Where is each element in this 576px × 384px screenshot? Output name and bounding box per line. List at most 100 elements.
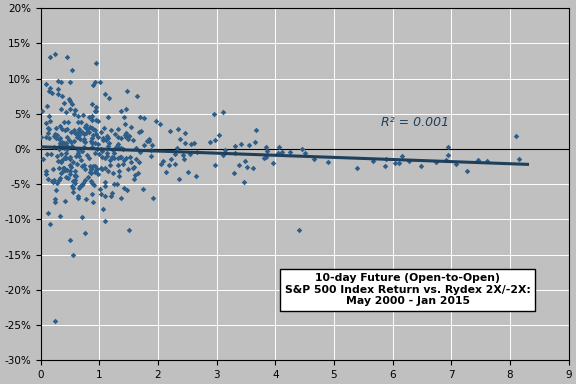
Point — [89, 132, 98, 139]
Point — [74, 152, 83, 159]
Point — [55, 175, 65, 182]
Point — [86, 114, 95, 120]
Point — [66, 162, 75, 169]
Point — [106, 162, 115, 168]
Point — [127, 159, 136, 165]
Point — [55, 142, 65, 149]
Point — [120, 132, 130, 138]
Point — [180, 130, 190, 136]
Point — [104, 140, 113, 146]
Point — [103, 150, 112, 156]
Point — [58, 139, 67, 145]
Point — [47, 151, 56, 157]
Point — [93, 141, 103, 147]
Point — [71, 153, 81, 159]
Point — [104, 94, 113, 101]
Point — [107, 127, 116, 133]
Point — [58, 157, 67, 163]
Point — [50, 131, 59, 137]
Point — [93, 171, 103, 177]
Point — [240, 158, 249, 164]
Point — [67, 183, 77, 189]
Point — [87, 125, 96, 131]
Point — [229, 170, 238, 176]
Point — [79, 131, 89, 137]
Point — [126, 154, 135, 160]
Point — [98, 135, 108, 141]
Point — [180, 140, 190, 146]
Point — [75, 183, 85, 189]
Point — [155, 121, 164, 127]
Point — [108, 147, 118, 153]
Point — [132, 93, 142, 99]
Point — [75, 129, 85, 135]
Point — [103, 132, 112, 139]
Point — [59, 100, 69, 106]
Point — [62, 143, 71, 149]
Point — [56, 159, 66, 165]
Point — [157, 161, 166, 167]
Point — [109, 150, 119, 156]
Point — [78, 148, 87, 154]
Point — [87, 140, 96, 146]
Point — [178, 152, 187, 158]
Point — [41, 168, 50, 174]
Point — [92, 116, 101, 122]
Point — [179, 156, 188, 162]
Point — [68, 142, 77, 149]
Point — [60, 167, 70, 174]
Point — [112, 180, 121, 187]
Point — [73, 195, 82, 201]
Point — [95, 186, 104, 192]
Point — [63, 175, 73, 181]
Point — [71, 173, 80, 179]
Point — [381, 156, 391, 162]
Point — [65, 106, 74, 112]
Point — [77, 129, 86, 135]
Point — [56, 79, 66, 85]
Point — [144, 136, 153, 142]
Point — [73, 131, 82, 137]
Point — [115, 145, 124, 151]
Point — [123, 88, 132, 94]
Point — [417, 162, 426, 169]
Point — [86, 177, 96, 184]
Point — [67, 101, 76, 107]
Point — [122, 130, 131, 136]
Point — [92, 108, 101, 114]
Point — [37, 108, 47, 114]
Point — [124, 227, 133, 233]
Point — [473, 157, 482, 163]
Point — [116, 145, 126, 151]
Point — [269, 160, 278, 166]
Point — [135, 159, 144, 166]
Point — [70, 107, 79, 113]
Point — [60, 198, 69, 204]
Point — [94, 134, 103, 141]
Point — [73, 134, 82, 140]
Point — [81, 177, 90, 183]
Point — [120, 114, 129, 120]
Point — [64, 137, 73, 143]
Point — [92, 166, 101, 172]
Point — [82, 152, 92, 158]
Point — [97, 154, 107, 160]
Point — [309, 156, 319, 162]
Point — [51, 51, 60, 57]
Point — [100, 155, 109, 161]
Point — [57, 106, 66, 113]
Point — [52, 134, 61, 141]
Point — [67, 67, 77, 73]
Point — [70, 111, 79, 117]
Point — [109, 181, 119, 187]
Point — [113, 155, 123, 161]
Point — [123, 187, 132, 194]
Point — [45, 55, 54, 61]
Point — [95, 151, 104, 157]
Point — [55, 134, 65, 141]
Point — [68, 178, 77, 184]
Point — [135, 149, 144, 155]
Point — [134, 170, 143, 176]
Point — [87, 101, 96, 107]
Point — [81, 122, 90, 128]
